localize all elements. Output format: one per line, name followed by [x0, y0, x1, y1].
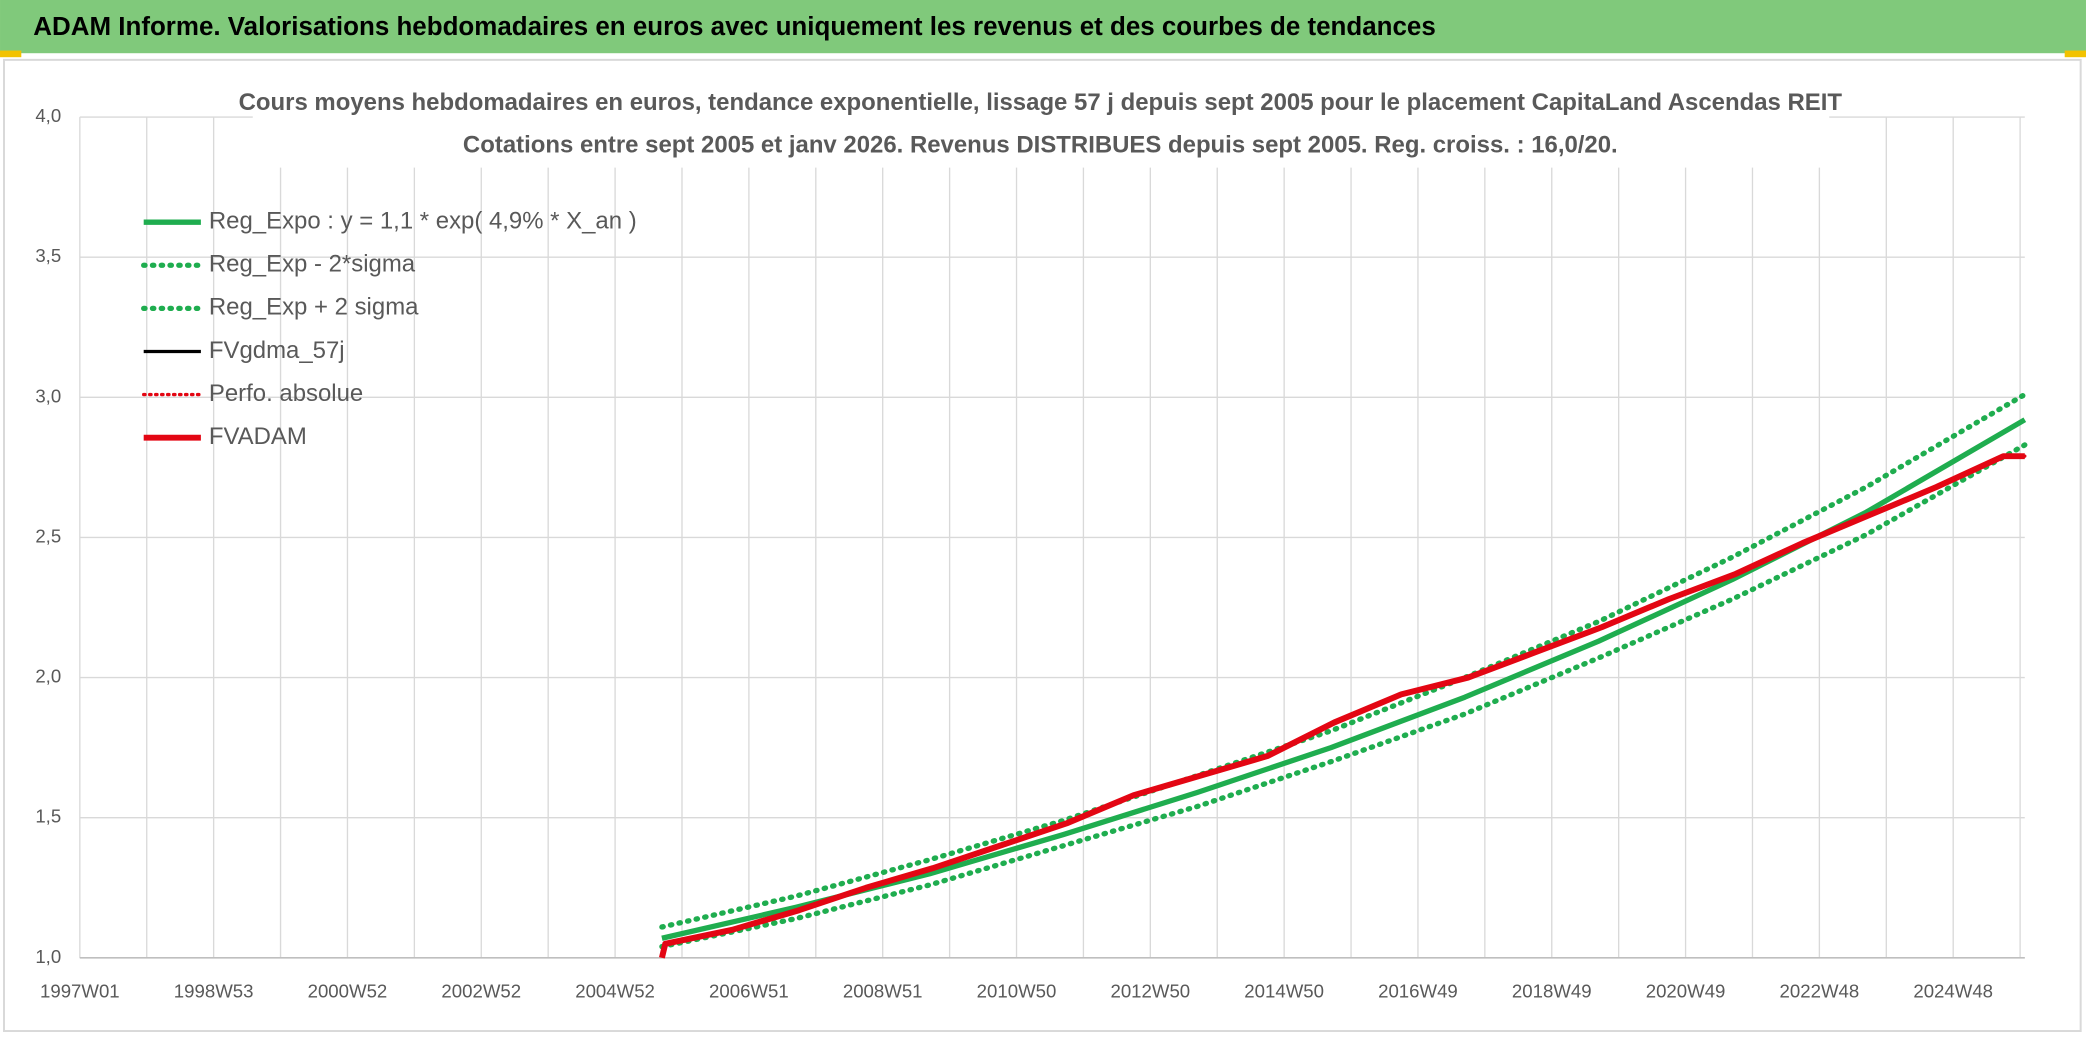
- x-tick-label: 2024W48: [1913, 980, 1993, 1001]
- y-tick-label: 3,0: [35, 385, 61, 406]
- legend-label: Reg_Exp + 2 sigma: [209, 294, 419, 321]
- x-tick-label: 2006W51: [709, 980, 789, 1001]
- x-tick-label: 2020W49: [1646, 980, 1726, 1001]
- series-line: [659, 442, 2028, 950]
- y-tick-label: 2,0: [35, 666, 61, 687]
- y-tick-label: 1,5: [35, 806, 61, 827]
- plot-area: 1,0 1,5 2,0 2,5 3,0 3,5 4,0 1997W01 1998W53 2000W…: [35, 105, 2028, 1001]
- chart-subtitle: Cotations entre sept 2005 et janv 2026. …: [463, 132, 1618, 159]
- legend-label: Reg_Expo : y = 1,1 * exp( 4,9% * X_an ): [209, 207, 637, 234]
- y-tick-label: 1,0: [35, 946, 61, 967]
- legend-label: FVgdma_57j: [209, 337, 345, 364]
- header-title: ADAM Informe. Valorisations hebdomadaire…: [33, 13, 1436, 41]
- series-line: [659, 391, 2028, 930]
- x-tick-label: 2002W52: [441, 980, 521, 1001]
- chart-frame: [3, 58, 2082, 1033]
- legend: Reg_Expo : y = 1,1 * exp( 4,9% * X_an ) R…: [141, 207, 637, 450]
- y-tick-label: 2,5: [35, 525, 61, 546]
- x-tick-label: 2012W50: [1110, 980, 1190, 1001]
- x-tick-label: 2004W52: [575, 980, 655, 1001]
- header-bar: [0, 0, 2086, 54]
- x-tick-label: 2000W52: [308, 980, 388, 1001]
- x-tick-label: 2022W48: [1780, 980, 1860, 1001]
- chart-title: Cours moyens hebdomadaires en euros, ten…: [239, 89, 1843, 116]
- x-tick-label: 2014W50: [1244, 980, 1324, 1001]
- y-tick-label: 3,5: [35, 245, 61, 266]
- x-tick-label: 2010W50: [977, 980, 1057, 1001]
- title-backdrop: [252, 85, 1830, 168]
- legend-label: FVADAM: [209, 423, 307, 450]
- corner-mark: [2064, 50, 2086, 58]
- x-tick-label: 2008W51: [843, 980, 923, 1001]
- x-tick-label: 2016W49: [1378, 980, 1458, 1001]
- legend-label: Reg_Exp - 2*sigma: [209, 251, 416, 278]
- y-tick-label: 4,0: [35, 105, 61, 126]
- series-line: [658, 453, 2025, 959]
- x-tick-label: 2018W49: [1512, 980, 1592, 1001]
- x-tick-label: 1997W01: [40, 980, 120, 1001]
- x-tick-label: 1998W53: [174, 980, 254, 1001]
- legend-label: Perfo. absolue: [209, 380, 363, 407]
- corner-mark: [0, 50, 22, 58]
